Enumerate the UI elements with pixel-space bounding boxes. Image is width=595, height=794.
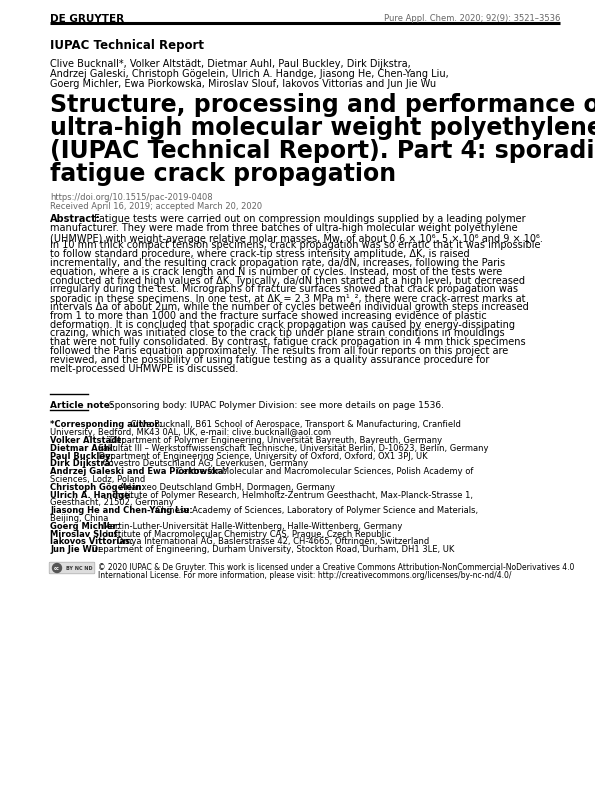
Text: DE GRUYTER: DE GRUYTER — [50, 14, 124, 24]
Text: cc: cc — [54, 565, 60, 571]
Text: Miroslav Slouf:: Miroslav Slouf: — [50, 530, 121, 538]
Text: crazing, which was initiated close to the crack tip under plane strain condition: crazing, which was initiated close to th… — [50, 329, 505, 338]
Text: from 1 to more than 1000 and the fracture surface showed increasing evidence of : from 1 to more than 1000 and the fractur… — [50, 310, 487, 321]
Text: manufacturer. They were made from three batches of ultra-high molecular weight p: manufacturer. They were made from three … — [50, 223, 518, 233]
Text: Dirk Dijkstra:: Dirk Dijkstra: — [50, 460, 114, 468]
Text: Geesthacht, 21502, Germany: Geesthacht, 21502, Germany — [50, 499, 174, 507]
Text: melt-processed UHMWPE is discussed.: melt-processed UHMWPE is discussed. — [50, 364, 238, 374]
Text: University, Bedford, MK43 0AL, UK, e-mail: clive.bucknall@aol.com: University, Bedford, MK43 0AL, UK, e-mai… — [50, 428, 331, 437]
Text: IUPAC Technical Report: IUPAC Technical Report — [50, 39, 204, 52]
Text: irregularly during the test. Micrographs of fracture surfaces showed that crack : irregularly during the test. Micrographs… — [50, 284, 518, 295]
Text: Department of Engineering Science, University of Oxford, Oxford, OX1 3PJ, UK: Department of Engineering Science, Unive… — [96, 452, 428, 461]
Text: conducted at fixed high values of ΔK. Typically, da/dN then started at a high le: conducted at fixed high values of ΔK. Ty… — [50, 276, 525, 286]
Text: Dietmar Auhl:: Dietmar Auhl: — [50, 444, 116, 453]
Text: Goerg Michler:: Goerg Michler: — [50, 522, 120, 531]
Text: Andrzej Galeski, Christoph Gögelein, Ulrich A. Handge, Jiasong He, Chen-Yang Liu: Andrzej Galeski, Christoph Gögelein, Ulr… — [50, 69, 449, 79]
Text: Christoph Gögelein:: Christoph Gögelein: — [50, 483, 145, 491]
Text: Abstract:: Abstract: — [50, 214, 101, 224]
Text: Pure Appl. Chem. 2020; 92(9): 3521–3536: Pure Appl. Chem. 2020; 92(9): 3521–3536 — [384, 14, 560, 23]
Text: ultra-high molecular weight polyethylene: ultra-high molecular weight polyethylene — [50, 116, 595, 140]
Text: Fakultät III – Werkstoffwissenschaft Technische, Universität Berlin, D-10623, Be: Fakultät III – Werkstoffwissenschaft Tec… — [96, 444, 488, 453]
Text: Clive Bucknall*, Volker Altstädt, Dietmar Auhl, Paul Buckley, Dirk Dijkstra,: Clive Bucknall*, Volker Altstädt, Dietma… — [50, 59, 411, 69]
Text: that were not fully consolidated. By contrast, fatigue crack propagation in 4 mm: that were not fully consolidated. By con… — [50, 337, 525, 347]
Text: Centre for Molecular and Macromolecular Sciences, Polish Academy of: Centre for Molecular and Macromolecular … — [174, 467, 474, 476]
Text: reviewed, and the possibility of using fatigue testing as a quality assurance pr: reviewed, and the possibility of using f… — [50, 355, 489, 364]
Text: Sponsoring body: IUPAC Polymer Division: see more details on page 1536.: Sponsoring body: IUPAC Polymer Division:… — [106, 402, 444, 410]
Text: (IUPAC Technical Report). Part 4: sporadic: (IUPAC Technical Report). Part 4: sporad… — [50, 139, 595, 163]
Text: Martin-Luther-Universität Halle-Wittenberg, Halle-Wittenberg, Germany: Martin-Luther-Universität Halle-Wittenbe… — [100, 522, 402, 531]
Text: Beijing, China: Beijing, China — [50, 514, 108, 523]
Text: Sciences, Lodz, Poland: Sciences, Lodz, Poland — [50, 475, 145, 484]
Text: Structure, processing and performance of: Structure, processing and performance of — [50, 93, 595, 117]
Text: sporadic in these specimens. In one test, at ΔK = 2.3 MPa m¹˳², there were crack: sporadic in these specimens. In one test… — [50, 293, 525, 304]
Text: Department of Engineering, Durham University, Stockton Road, Durham, DH1 3LE, UK: Department of Engineering, Durham Univer… — [89, 545, 455, 554]
Text: Received April 16, 2019; accepted March 20, 2020: Received April 16, 2019; accepted March … — [50, 202, 262, 211]
Text: Omya International AG, Baslerstrasse 42, CH-4665, Oftringen, Switzerland: Omya International AG, Baslerstrasse 42,… — [114, 538, 429, 546]
Text: © 2020 IUPAC & De Gruyter. This work is licensed under a Creative Commons Attrib: © 2020 IUPAC & De Gruyter. This work is … — [98, 563, 574, 572]
Text: Department of Polymer Engineering, Universität Bayreuth, Bayreuth, Germany: Department of Polymer Engineering, Unive… — [107, 436, 442, 445]
Text: Clive Bucknall, B61 School of Aerospace, Transport & Manufacturing, Cranfield: Clive Bucknall, B61 School of Aerospace,… — [128, 420, 461, 430]
Text: Goerg Michler, Ewa Piorkowska, Miroslav Slouf, Iakovos Vittorias and Jun Jie Wu: Goerg Michler, Ewa Piorkowska, Miroslav … — [50, 79, 436, 89]
Text: Iakovos Vittorias:: Iakovos Vittorias: — [50, 538, 133, 546]
Text: Article note:: Article note: — [50, 402, 114, 410]
Text: followed the Paris equation approximately. The results from all four reports on : followed the Paris equation approximatel… — [50, 346, 508, 356]
Text: Fatigue tests were carried out on compression mouldings supplied by a leading po: Fatigue tests were carried out on compre… — [91, 214, 525, 224]
Text: intervals Δa of about 2μm, while the number of cycles between individual growth : intervals Δa of about 2μm, while the num… — [50, 302, 529, 312]
Text: In 10 mm thick compact tension specimens, crack propagation was so erratic that : In 10 mm thick compact tension specimens… — [50, 241, 540, 250]
Text: Jiasong He and Chen-Yang Liu:: Jiasong He and Chen-Yang Liu: — [50, 507, 193, 515]
Text: Institute of Macromolecular Chemistry CAS, Prague, Czech Republic: Institute of Macromolecular Chemistry CA… — [104, 530, 392, 538]
Text: Andrzej Galeski and Ewa Piorkowska:: Andrzej Galeski and Ewa Piorkowska: — [50, 467, 227, 476]
Circle shape — [52, 564, 61, 572]
Text: Covestro Deutschland AG, Leverkusen, Germany: Covestro Deutschland AG, Leverkusen, Ger… — [100, 460, 308, 468]
Text: Chinese Academy of Sciences, Laboratory of Polymer Science and Materials,: Chinese Academy of Sciences, Laboratory … — [153, 507, 478, 515]
Text: deformation. It is concluded that sporadic crack propagation was caused by energ: deformation. It is concluded that sporad… — [50, 320, 515, 330]
Text: Paul Buckley:: Paul Buckley: — [50, 452, 114, 461]
FancyBboxPatch shape — [49, 562, 95, 574]
Text: *Corresponding author:: *Corresponding author: — [50, 420, 162, 430]
Text: Volker Altstädt:: Volker Altstädt: — [50, 436, 125, 445]
Text: Institute of Polymer Research, Helmholtz-Zentrum Geesthacht, Max-Planck-Strasse : Institute of Polymer Research, Helmholtz… — [110, 491, 474, 499]
Text: Ulrich A. Handge:: Ulrich A. Handge: — [50, 491, 133, 499]
Text: BY NC ND: BY NC ND — [66, 565, 92, 571]
Text: (UHMWPE) with weight-average relative molar masses, Ṁw, of about 0.6 × 10⁶, 5 × : (UHMWPE) with weight-average relative mo… — [50, 232, 543, 244]
Text: https://doi.org/10.1515/pac-2019-0408: https://doi.org/10.1515/pac-2019-0408 — [50, 193, 212, 202]
Text: fatigue crack propagation: fatigue crack propagation — [50, 162, 396, 186]
Text: to follow standard procedure, where crack-tip stress intensity amplitude, ΔK, is: to follow standard procedure, where crac… — [50, 249, 469, 259]
Text: incrementally, and the resulting crack propagation rate, da/dN, increases, follo: incrementally, and the resulting crack p… — [50, 258, 505, 268]
Text: International License. For more information, please visit: http://creativecommon: International License. For more informat… — [98, 571, 512, 580]
Text: Arlanxeo Deutschland GmbH, Dormagen, Germany: Arlanxeo Deutschland GmbH, Dormagen, Ger… — [117, 483, 336, 491]
Text: Jun Jie Wu:: Jun Jie Wu: — [50, 545, 101, 554]
Text: equation, where a is crack length and N is number of cycles. Instead, most of th: equation, where a is crack length and N … — [50, 267, 502, 277]
